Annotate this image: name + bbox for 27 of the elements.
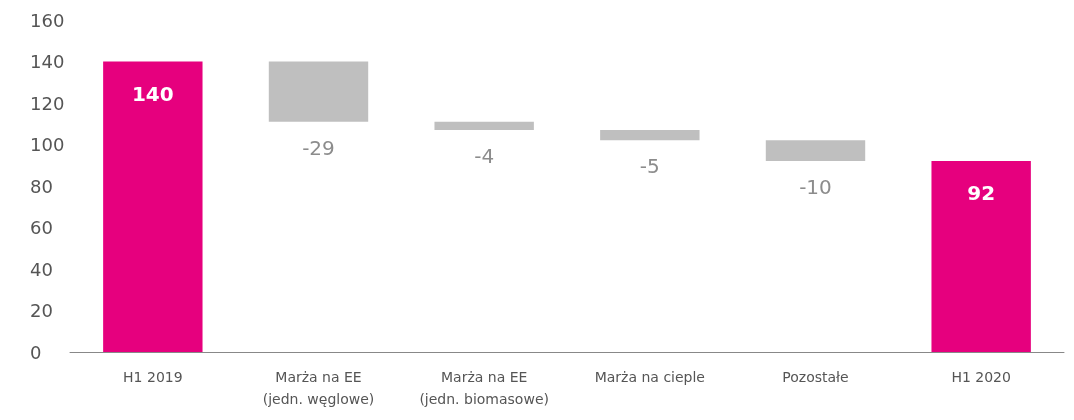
x-tick-label: Pozostałe — [782, 369, 849, 385]
data-label: -29 — [302, 135, 335, 160]
data-label: -5 — [639, 154, 660, 179]
y-tick-label: 100 — [30, 134, 65, 155]
x-tick-label: H1 2020 — [951, 369, 1011, 385]
y-tick-label: 80 — [30, 175, 53, 197]
bar — [268, 61, 369, 122]
data-label: 92 — [967, 181, 996, 206]
bar — [434, 121, 534, 130]
y-tick-label: 140 — [30, 51, 65, 72]
bar — [765, 140, 866, 162]
bar — [931, 161, 1031, 352]
y-tick-label: 0 — [30, 341, 42, 363]
y-tick-label: 60 — [30, 217, 53, 238]
y-tick-label: 160 — [30, 9, 65, 31]
x-tick-label: Marża na EE (jedn. biomasowe) — [419, 369, 549, 407]
x-tick-label: Marża na EE (jedn. węglowe) — [262, 369, 375, 407]
x-tick-label: H1 2019 — [123, 369, 183, 385]
data-label: 140 — [131, 81, 174, 106]
y-tick-label: 120 — [30, 92, 65, 114]
data-label: -4 — [474, 143, 495, 168]
y-tick-label: 20 — [30, 300, 53, 321]
x-tick-label: Marża na cieple — [594, 369, 705, 385]
bar — [600, 129, 700, 141]
y-tick-label: 40 — [30, 258, 53, 280]
bar — [103, 61, 203, 352]
data-label: -10 — [799, 175, 832, 200]
